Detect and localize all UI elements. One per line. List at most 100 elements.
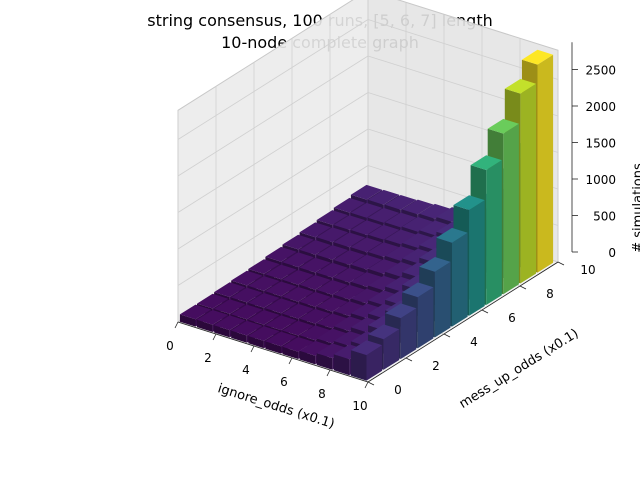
bar-top-face — [350, 288, 383, 304]
bar-top-face — [282, 270, 314, 285]
bar-top-face — [402, 233, 434, 248]
bar-top-face — [316, 313, 348, 329]
bar-top-face — [231, 270, 263, 286]
y-tick-label: 6 — [508, 311, 516, 325]
bar-top-face — [299, 257, 331, 273]
bar-top-face — [368, 324, 400, 340]
bar-top-face — [385, 303, 417, 319]
bar-top-face — [316, 245, 348, 260]
bar-top-face — [402, 248, 434, 264]
x-tick-mark — [212, 333, 217, 341]
z-tick-label: 2500 — [585, 64, 616, 78]
bar-top-face — [282, 320, 314, 336]
gridline-left-z — [177, 92, 369, 213]
x-axis-line — [177, 321, 369, 383]
bar-top-face — [333, 316, 365, 332]
bar-top-face — [231, 287, 263, 303]
bar-side-face — [520, 83, 536, 284]
bar-top-face — [350, 340, 383, 356]
z-tick-label: 1000 — [585, 173, 616, 187]
bar-top-face — [299, 222, 331, 238]
bar-top-face — [316, 210, 348, 225]
z-tick-label: 2000 — [585, 100, 616, 114]
bar-top-face — [368, 275, 400, 291]
x-tick-mark — [288, 357, 293, 365]
bar-top-face — [350, 220, 383, 235]
bar-top-face — [333, 301, 365, 316]
y-tick-label: 4 — [470, 335, 478, 349]
bar-top-face — [350, 237, 383, 253]
bar-top-face — [385, 276, 417, 292]
bar-top-face — [316, 280, 348, 295]
y-tick-label: 10 — [580, 263, 595, 277]
bar-top-face — [385, 229, 417, 245]
bar-side-face — [486, 160, 502, 305]
bar-top-face — [265, 246, 297, 262]
y-tick-mark — [481, 309, 489, 314]
bar-top-face — [333, 331, 365, 346]
bar-side-face — [383, 329, 400, 370]
bar-top-face — [282, 337, 314, 352]
bar-top-face — [333, 267, 365, 283]
bar-side-face — [434, 261, 451, 338]
bar-side-face — [417, 287, 434, 349]
bar-top-face — [385, 195, 417, 210]
z-tick-label: 0 — [608, 246, 616, 260]
bar-front-face — [214, 325, 230, 338]
bar-front-face — [350, 350, 367, 381]
bar-top-face — [368, 259, 400, 274]
bar-front-face — [299, 350, 316, 365]
gridline-left-z — [177, 165, 369, 286]
bar-top-face — [402, 282, 434, 298]
y-tick-label: 0 — [394, 383, 402, 397]
bar-front-face — [179, 314, 196, 327]
x-tick-label: 0 — [166, 339, 174, 353]
bar-top-face — [350, 317, 383, 333]
y-tick-mark — [443, 333, 451, 338]
y-tick-mark — [557, 261, 565, 266]
bar-side-face — [366, 345, 383, 381]
bar-top-face — [231, 304, 263, 320]
bar-top-face — [504, 78, 536, 94]
bar-top-face — [487, 118, 519, 134]
x-tick-mark — [174, 321, 179, 329]
bar-top-face — [299, 308, 331, 324]
bar-top-face — [265, 315, 297, 331]
bar-top-face — [436, 227, 468, 243]
gridline-left-z — [177, 55, 369, 177]
bar-side-face — [469, 200, 485, 316]
bar-top-face — [316, 227, 348, 243]
bar-top-face — [350, 254, 383, 270]
bar-top-face — [197, 293, 229, 309]
bar-top-face — [248, 310, 280, 325]
bar-top-face — [333, 197, 365, 213]
bar-top-face — [282, 234, 314, 250]
bar-top-face — [265, 298, 297, 314]
bar-top-face — [282, 286, 314, 302]
z-tick-label: 500 — [593, 210, 616, 224]
z-axis-title: # simulations — [631, 163, 640, 253]
bar-top-face — [453, 195, 485, 210]
bar-front-face — [248, 336, 264, 349]
bar-top-face — [248, 259, 280, 274]
bar-top-face — [402, 199, 434, 215]
y-tick-mark — [367, 381, 375, 386]
x-tick-label: 8 — [318, 387, 326, 401]
bar-front-face — [197, 319, 213, 332]
bar-side-face — [503, 123, 519, 295]
bar-top-face — [214, 299, 246, 314]
bar-top-face — [299, 275, 331, 290]
z-tick-label: 1500 — [585, 137, 616, 151]
y-tick-mark — [405, 357, 413, 362]
bar-top-face — [299, 325, 331, 341]
bar-front-face — [231, 330, 247, 343]
bar-top-face — [214, 315, 246, 331]
bar-top-face — [197, 310, 229, 325]
y-tick-label: 8 — [546, 287, 554, 301]
y-axis-line — [367, 261, 559, 383]
bar-top-face — [368, 207, 400, 223]
bar-front-face — [316, 353, 333, 370]
x-tick-label: 10 — [352, 399, 367, 413]
bar-top-face — [265, 281, 297, 297]
